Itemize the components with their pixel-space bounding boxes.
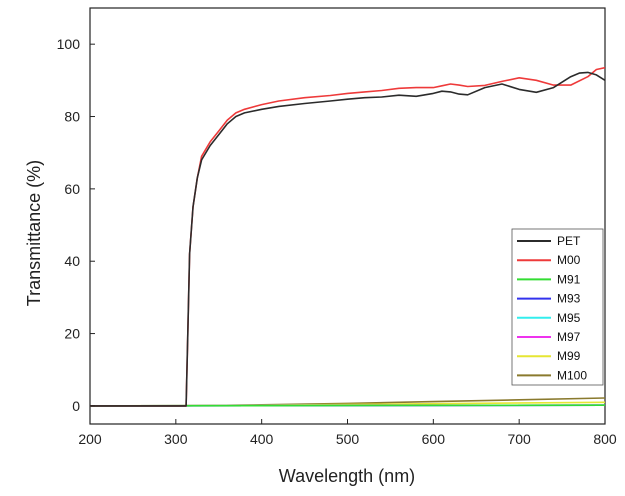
x-tick-label: 700 [507,431,531,447]
legend-label-m91: M91 [557,272,581,286]
x-tick-label: 800 [593,431,617,447]
y-tick-label: 100 [57,36,81,52]
x-tick-label: 300 [164,431,188,447]
series-layer [90,66,605,407]
legend-label-pet: PET [557,234,581,248]
legend-label-m99: M99 [557,349,581,363]
legend-label-m100: M100 [557,368,587,382]
y-axis-title: Transmittance (%) [24,160,44,306]
legend-label-m95: M95 [557,311,581,325]
series-line-pet [90,71,605,407]
y-tick-label: 40 [64,253,80,269]
x-tick-label: 500 [336,431,360,447]
y-tick-label: 20 [64,326,80,342]
tick-layer: 200 300 400 500 600 700 800 0 20 40 60 80 100 [57,36,617,447]
legend-label-m97: M97 [557,330,581,344]
y-tick-label: 80 [64,109,80,125]
legend-box [511,228,604,386]
y-tick-label: 60 [64,181,80,197]
x-tick-label: 600 [422,431,446,447]
legend-label-m00: M00 [557,253,581,267]
y-tick-label: 0 [72,398,80,414]
x-tick-label: 400 [250,431,274,447]
legend-label-m93: M93 [557,292,581,306]
x-tick-label: 200 [78,431,102,447]
x-axis-title: Wavelength (nm) [279,466,415,486]
legend: PET M00 M91 M93 M95 M97 M99 M100 [511,228,604,386]
